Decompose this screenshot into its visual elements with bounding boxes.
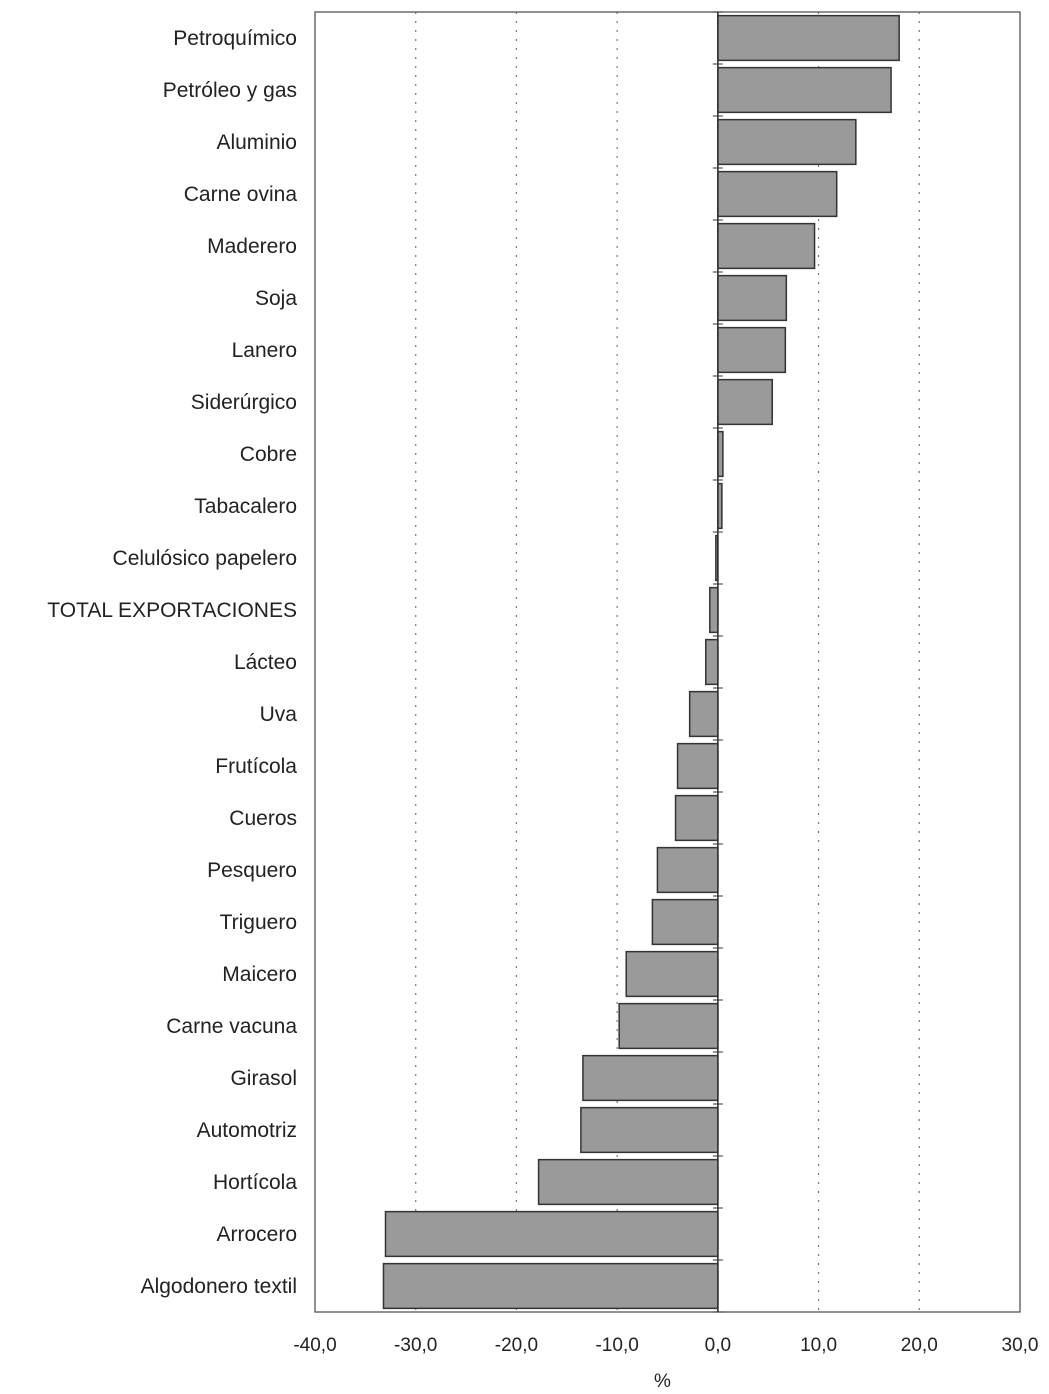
category-label: Maderero	[207, 235, 297, 258]
category-label: Algodonero textil	[141, 1275, 297, 1298]
bar	[717, 170, 838, 218]
category-label: Lácteo	[234, 651, 297, 674]
category-label: Tabacalero	[194, 495, 297, 518]
category-label: Hortícola	[213, 1171, 297, 1194]
bar	[717, 118, 857, 166]
bar	[382, 1262, 719, 1310]
bar	[618, 1002, 719, 1050]
bar	[651, 898, 719, 946]
x-tick-label: -20,0	[495, 1335, 538, 1356]
category-label: Celulósico papelero	[113, 547, 297, 570]
bars	[382, 14, 900, 1310]
category-label: Petroquímico	[173, 27, 297, 50]
bar	[688, 690, 719, 738]
x-axis-title: %	[654, 1371, 671, 1392]
category-label: Girasol	[230, 1067, 297, 1090]
bar	[580, 1106, 719, 1154]
x-tick-label: -30,0	[394, 1335, 437, 1356]
bar	[717, 66, 892, 114]
category-label: Soja	[255, 287, 297, 310]
category-label: Carne vacuna	[166, 1015, 297, 1038]
bar	[656, 846, 719, 894]
category-label: Carne ovina	[184, 183, 298, 206]
plot-frame	[314, 11, 1021, 1313]
category-label: Lanero	[232, 339, 297, 362]
bar	[384, 1210, 719, 1258]
category-label: Pesquero	[207, 859, 297, 882]
category-label: Petróleo y gas	[163, 79, 297, 102]
x-tick-label: 20,0	[901, 1335, 938, 1356]
x-tick-label: 0,0	[705, 1335, 731, 1356]
category-label: Cobre	[240, 443, 297, 466]
category-label: Triguero	[220, 911, 297, 934]
bar	[537, 1158, 719, 1206]
category-label: Siderúrgico	[191, 391, 297, 414]
gridlines	[415, 12, 920, 1312]
category-label: Aluminio	[216, 131, 297, 154]
bar	[717, 326, 787, 374]
bar	[676, 742, 719, 790]
x-tick-label: -40,0	[293, 1335, 336, 1356]
x-tick-label: 30,0	[1002, 1335, 1039, 1356]
bar	[717, 222, 816, 270]
category-label: Maicero	[222, 963, 297, 986]
category-label: TOTAL EXPORTACIONES	[47, 599, 297, 622]
category-label: Frutícola	[215, 755, 297, 778]
bar	[717, 14, 900, 62]
x-tick-label: -10,0	[595, 1335, 638, 1356]
bar	[709, 586, 719, 634]
axes	[314, 11, 1021, 1313]
bar	[717, 378, 773, 426]
x-tick-label: 10,0	[800, 1335, 837, 1356]
bar	[582, 1054, 719, 1102]
x-tick-labels: -40,0 -30,0 -20,0 -10,0 0,0 10,0 20,0 30,0	[293, 1335, 1038, 1356]
category-label: Arrocero	[216, 1223, 297, 1246]
category-label: Uva	[260, 703, 298, 726]
bar	[717, 274, 788, 322]
bar	[705, 638, 719, 686]
bar	[625, 950, 719, 998]
category-label: Automotriz	[197, 1119, 297, 1142]
category-labels: Petroquímico Petróleo y gas Aluminio Carne …	[47, 27, 297, 1298]
category-label: Cueros	[229, 807, 297, 830]
bar	[674, 794, 719, 842]
